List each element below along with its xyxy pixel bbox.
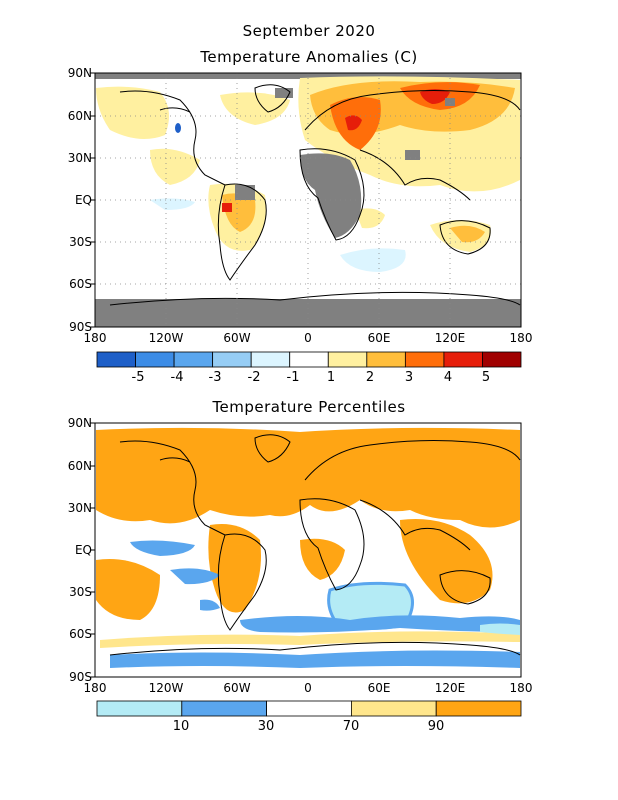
percentile-below-30-regions	[110, 540, 520, 668]
lon-label-60e: 60E	[367, 331, 391, 345]
axis-ticks	[90, 72, 95, 678]
lat-label-30n: 30N	[67, 151, 92, 165]
anomaly-scale-label: -4	[170, 370, 184, 385]
percentile-coastlines	[109, 434, 521, 656]
percentile-scale-label: 90	[427, 719, 445, 734]
anomaly-colorbar-swatch	[482, 351, 522, 368]
lon-label-0: 0	[304, 331, 312, 345]
anomaly-scale-label: -5	[131, 370, 145, 385]
percentile-colorbar-swatch	[181, 700, 268, 717]
lon-label-180w: 180	[83, 331, 107, 345]
lat-label-90n: 90N	[67, 416, 92, 430]
lat-label-90s: 90S	[69, 670, 92, 684]
anomaly-map-title: Temperature Anomalies (C)	[200, 48, 418, 66]
anomaly-grid	[95, 73, 521, 327]
percentile-colorbar-swatch	[435, 700, 522, 717]
anomaly-colorbar-swatch	[289, 351, 329, 368]
anomaly-colorbar-swatch	[212, 351, 252, 368]
percentile-colorbar-swatch	[266, 700, 352, 717]
figure-title-month: September 2020	[242, 22, 376, 40]
anomaly-colorbar-swatch	[366, 351, 406, 368]
lat-label-60s: 60S	[69, 277, 92, 291]
lon-label-60w: 60W	[223, 681, 251, 695]
lon-label-120w: 120W	[148, 331, 184, 345]
anomaly-coastlines	[109, 84, 521, 306]
lon-label-60e: 60E	[367, 681, 391, 695]
percentile-colorbar-swatch	[350, 700, 437, 717]
lon-label-60w: 60W	[223, 331, 251, 345]
percentile-scale-label: 10	[172, 719, 190, 734]
anomaly-scale-label: -1	[286, 370, 300, 385]
lon-label-180e: 180	[509, 681, 533, 695]
lon-label-120e: 120E	[434, 681, 466, 695]
percentile-map-title: Temperature Percentiles	[212, 398, 406, 416]
lat-label-30s: 30S	[69, 235, 92, 249]
lat-label-eq: EQ	[74, 543, 92, 557]
anomaly-scale-label: 5	[481, 370, 491, 385]
lat-label-60n: 60N	[67, 459, 92, 473]
anomaly-colorbar-swatch	[135, 351, 175, 368]
anomaly-scale-label: 1	[326, 370, 336, 385]
percentile-map	[94, 422, 522, 678]
lon-label-120e: 120E	[434, 331, 466, 345]
lon-label-0: 0	[304, 681, 312, 695]
anomaly-colorbar-swatch	[250, 351, 291, 368]
anomaly-colorbar-swatch	[404, 351, 445, 368]
lat-label-60s: 60S	[69, 627, 92, 641]
lat-label-90n: 90N	[67, 66, 92, 80]
lon-label-180w: 180	[83, 681, 107, 695]
lat-label-60n: 60N	[67, 109, 92, 123]
anomaly-colorbar-swatch	[327, 351, 368, 368]
anomaly-cool-regions	[150, 123, 406, 272]
anomaly-missing-arctic	[95, 73, 521, 79]
anomaly-missing-land	[235, 88, 455, 238]
anomaly-colorbar-swatch	[96, 351, 136, 368]
anomaly-colorbar-swatch	[173, 351, 214, 368]
anomaly-map	[94, 72, 522, 328]
anomaly-scale-label: -2	[247, 370, 261, 385]
lat-label-30s: 30S	[69, 585, 92, 599]
percentile-colorbar	[96, 700, 522, 717]
anomaly-scale-label: -3	[208, 370, 222, 385]
percentile-colorbar-swatch	[96, 700, 183, 717]
anomaly-colorbar	[96, 351, 522, 368]
anomaly-scale-label: 4	[443, 370, 453, 385]
percentile-scale-label: 70	[342, 719, 360, 734]
lon-label-120w: 120W	[148, 681, 184, 695]
anomaly-scale-label: 3	[404, 370, 414, 385]
anomaly-warm-regions	[96, 76, 520, 252]
anomaly-scale-label: 2	[365, 370, 375, 385]
percentile-scale-label: 30	[257, 719, 275, 734]
anomaly-colorbar-swatch	[443, 351, 483, 368]
lat-label-30n: 30N	[67, 501, 92, 515]
lon-label-180e: 180	[509, 331, 533, 345]
lat-label-eq: EQ	[74, 193, 92, 207]
lat-label-90s: 90S	[69, 320, 92, 334]
